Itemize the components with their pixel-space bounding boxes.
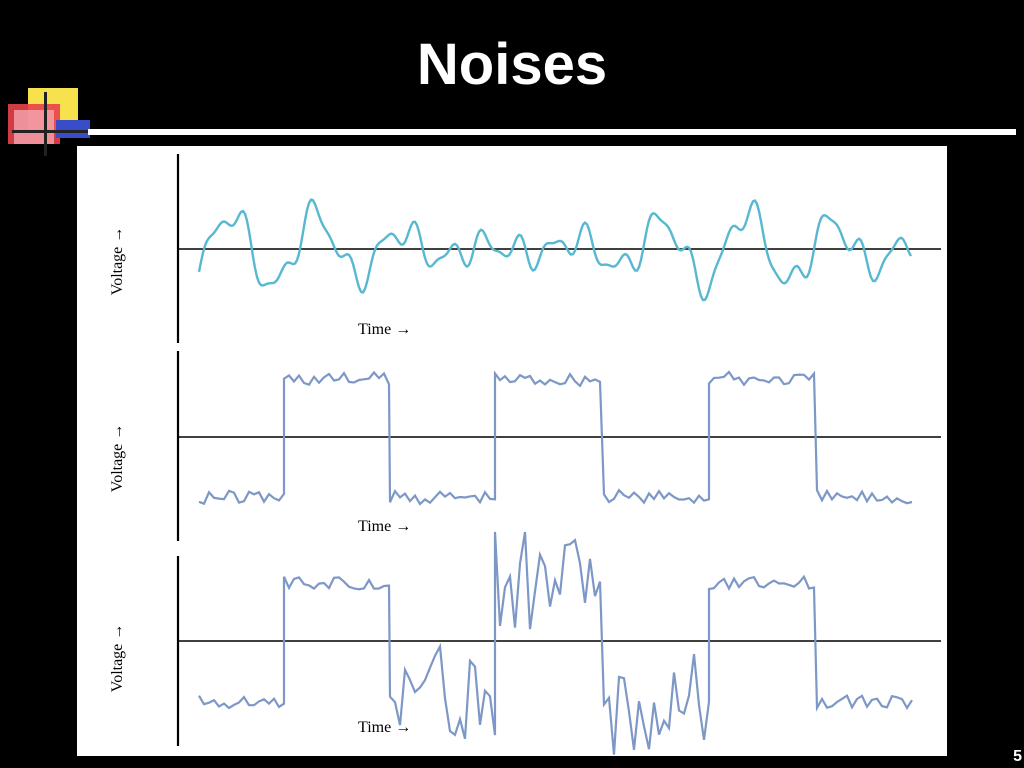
digital-high-noise-waveform (198, 531, 913, 755)
panel-2-voltage-label: Voltage → (109, 424, 126, 493)
slide-logo (0, 80, 100, 160)
panel-1-time-label: Time → (358, 321, 411, 338)
logo-horizontal-line (12, 130, 90, 133)
panel-3-voltage-label: Voltage → (109, 624, 126, 693)
title-rule (88, 129, 1016, 135)
noise-figure-svg: Voltage → Time → Voltage → Time → Voltage → T… (109, 154, 941, 755)
logo-blue-square (56, 120, 90, 138)
logo-pink-square (14, 110, 54, 144)
slide-title: Noises (416, 32, 608, 97)
panel-2-time-label: Time → (358, 518, 411, 535)
digital-low-noise-waveform (198, 370, 913, 506)
noise-figure: Voltage → Time → Voltage → Time → Voltage → T… (77, 146, 947, 756)
analog-noisy-waveform (197, 198, 913, 302)
panel-3-time-label: Time → (358, 719, 411, 736)
logo-vertical-line (44, 92, 47, 156)
panel-1-voltage-label: Voltage → (109, 227, 126, 296)
page-number: 5 (1013, 748, 1022, 765)
